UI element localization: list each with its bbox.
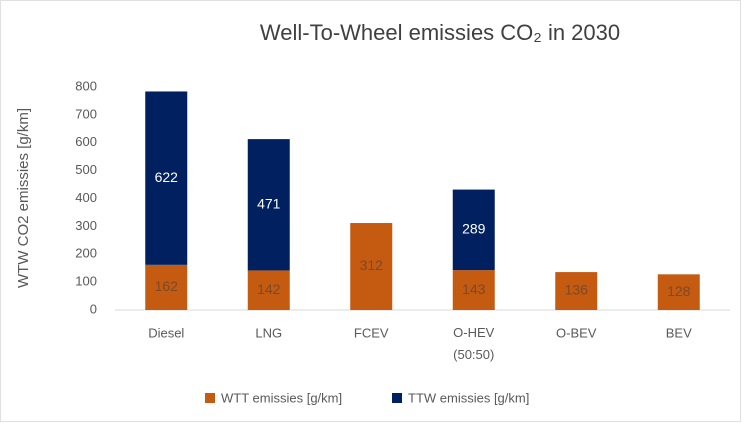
x-tick-label: O-BEV [556, 325, 597, 340]
y-tick-label: 300 [75, 218, 97, 233]
bar-segment [145, 264, 188, 310]
chart-border [0, 0, 741, 422]
y-tick-label: 400 [75, 190, 97, 205]
data-label: 289 [462, 221, 486, 237]
y-axis-label: WTW CO2 emissies [g/km] [15, 108, 32, 288]
x-tick-label: LNG [255, 325, 282, 340]
x-tick-label: Diesel [148, 325, 184, 340]
legend-label: WTT emissies [g/km] [221, 390, 342, 405]
x-tick-label: O-HEV (50:50) [453, 325, 495, 362]
y-tick-label: 500 [75, 162, 97, 177]
legend-swatch [392, 393, 402, 403]
y-tick-label: 600 [75, 134, 97, 149]
data-label: 471 [257, 195, 281, 211]
x-tick-label: BEV [666, 325, 692, 340]
bar-segment [452, 189, 495, 271]
y-tick-label: 800 [75, 78, 97, 93]
bar-segment [555, 272, 598, 310]
bar-segment [657, 274, 700, 310]
bar-segment [350, 223, 393, 310]
data-label: 162 [155, 278, 179, 294]
y-tick-label: 200 [75, 246, 97, 261]
data-label: 622 [155, 169, 179, 185]
bar-segment [247, 270, 290, 310]
x-tick-label: FCEV [354, 325, 389, 340]
data-label: 136 [565, 282, 589, 298]
data-label: 312 [360, 257, 384, 273]
y-tick-label: 0 [90, 301, 97, 316]
data-label: 143 [462, 281, 486, 297]
y-tick-label: 700 [75, 106, 97, 121]
data-label: 142 [257, 281, 281, 297]
bar-segment [247, 139, 290, 271]
data-label: 128 [667, 283, 691, 299]
bar-segment [452, 270, 495, 310]
chart-title: Well-To-Wheel emissies CO₂ in 2030 [260, 20, 620, 45]
y-tick-label: 100 [75, 274, 97, 289]
legend-label: TTW emissies [g/km] [408, 390, 529, 405]
legend-swatch [205, 393, 215, 403]
bar-segment [145, 91, 188, 265]
